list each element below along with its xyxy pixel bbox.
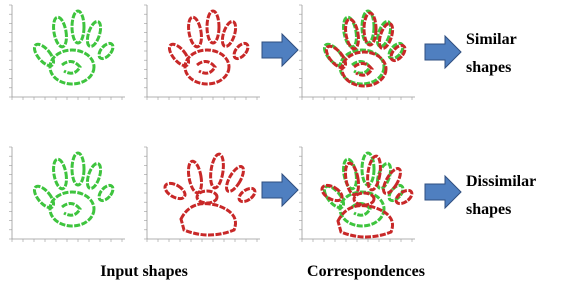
panel <box>144 5 260 100</box>
hand-shape <box>162 153 257 235</box>
hand-shape <box>31 153 116 226</box>
row-label: Dissimilar <box>466 173 536 190</box>
hand-shape <box>321 153 406 226</box>
arrow <box>425 176 461 208</box>
panel <box>9 5 125 100</box>
arrow <box>262 174 298 206</box>
panel <box>299 5 415 100</box>
hand-shape <box>31 11 116 84</box>
figure: Similar shapes Dissimilar shapes Input s… <box>0 0 564 286</box>
row-label: shapes <box>466 59 511 76</box>
panels <box>9 5 415 242</box>
row-label: Similar <box>466 31 517 48</box>
caption: Correspondences <box>307 263 425 280</box>
hand-shape <box>166 11 251 84</box>
panel <box>144 147 260 242</box>
row-label: shapes <box>466 201 511 218</box>
panel <box>9 147 125 242</box>
arrow <box>425 36 461 68</box>
arrow <box>262 34 298 66</box>
caption: Input shapes <box>100 263 188 280</box>
panel <box>299 147 415 242</box>
